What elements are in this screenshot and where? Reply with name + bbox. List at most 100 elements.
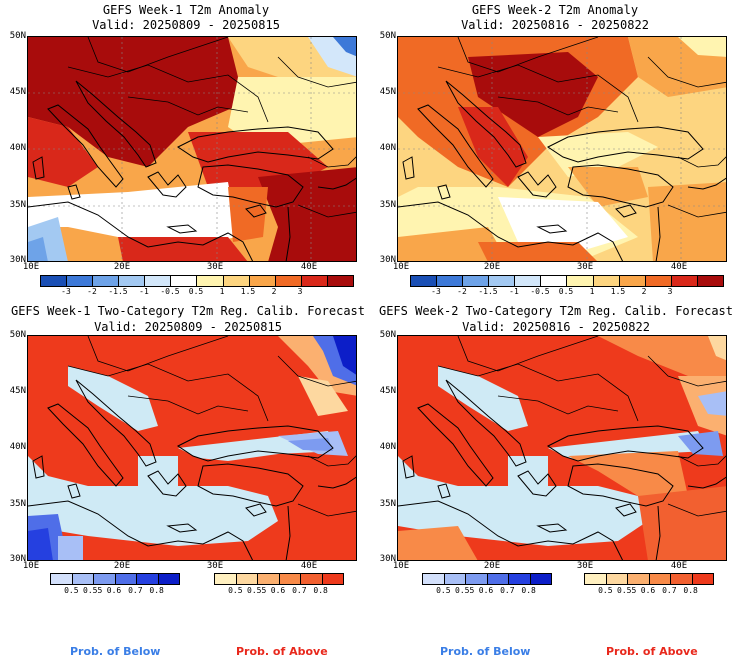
prob-below-colorbar — [422, 573, 552, 585]
lon-label: 30E — [206, 561, 224, 571]
colorbar-tick-label: 0.7 — [662, 586, 677, 595]
colorbar-swatch — [515, 276, 542, 286]
prob-below-colorbar-ticks: 0.5 0.55 0.6 0.7 0.8 — [422, 586, 550, 596]
anomaly-colorbar-ticks: -3 -2 -1.5 -1 -0.5 0.5 1 1.5 2 3 — [40, 287, 352, 297]
prob-above-colorbar-ticks: 0.5 0.55 0.6 0.7 0.8 — [214, 586, 342, 596]
colorbar-swatch — [509, 574, 531, 584]
anomaly-colorbar — [410, 275, 724, 287]
colorbar-swatch — [41, 276, 68, 286]
colorbar-swatch — [444, 574, 466, 584]
lat-label: 45N — [379, 386, 396, 396]
colorbar-tick-label: -3 — [61, 287, 71, 296]
probability-map — [397, 335, 727, 561]
colorbar-swatch — [115, 574, 137, 584]
colorbar-swatch — [197, 276, 224, 286]
probability-map — [27, 335, 357, 561]
colorbar-swatch — [51, 574, 73, 584]
anomaly-colorbar — [40, 275, 354, 287]
colorbar-swatch — [606, 574, 628, 584]
colorbar-tick-label: 0.8 — [149, 586, 164, 595]
colorbar-swatch — [72, 574, 94, 584]
panel-title: GEFS Week-1 T2m Anomaly — [102, 3, 270, 17]
colorbar-swatch — [223, 276, 250, 286]
colorbar-tick-label: 0.7 — [128, 586, 143, 595]
panel-valid-dates: Valid: 20250809 - 20250815 — [92, 18, 280, 32]
panel-valid-dates: Valid: 20250816 - 20250822 — [461, 18, 649, 32]
prob-above-colorbar — [214, 573, 344, 585]
colorbar-swatch — [423, 574, 445, 584]
panel-week2-probability: GEFS Week-2 Two-Category T2m Reg. Calib.… — [370, 300, 740, 595]
colorbar-tick-label: -1 — [139, 287, 149, 296]
lon-label: 20E — [113, 262, 131, 272]
lat-label: 50N — [9, 31, 26, 41]
colorbar-tick-label: 2 — [641, 287, 647, 296]
colorbar-tick-label: -1.5 — [478, 287, 498, 296]
colorbar-tick-label: -0.5 — [160, 287, 180, 296]
colorbar-tick-label: 0.5 — [228, 586, 243, 595]
colorbar-swatch — [567, 276, 594, 286]
colorbar-tick-label: 0.5 — [64, 586, 79, 595]
colorbar-tick-label: 0.8 — [313, 586, 328, 595]
anomaly-map — [397, 36, 727, 262]
colorbar-swatch — [301, 574, 323, 584]
colorbar-swatch — [530, 574, 551, 584]
prob-below-legend-label: Prob. of Below — [70, 645, 161, 658]
colorbar-tick-label: 1.5 — [610, 287, 626, 296]
lat-label: 30N — [379, 255, 396, 265]
colorbar-tick-label: 1 — [219, 287, 225, 296]
colorbar-swatch — [171, 276, 198, 286]
colorbar-tick-label: 3 — [297, 287, 303, 296]
colorbar-swatch — [279, 574, 301, 584]
colorbar-tick-label: 0.5 — [598, 586, 613, 595]
lat-label: 35N — [379, 200, 396, 210]
colorbar-tick-label: -1.5 — [108, 287, 128, 296]
colorbar-tick-label: 0.6 — [270, 586, 286, 595]
lat-label: 45N — [9, 87, 26, 97]
lat-label: 40N — [379, 442, 396, 452]
panel-week1-anomaly: GEFS Week-1 T2m Anomaly Valid: 20250809 … — [0, 0, 370, 296]
colorbar-swatch — [67, 276, 94, 286]
lat-label: 40N — [9, 143, 26, 153]
lon-label: 30E — [206, 262, 224, 272]
panel-week1-probability: GEFS Week-1 Two-Category T2m Reg. Calib.… — [0, 300, 370, 595]
lon-label: 40E — [670, 561, 688, 571]
lon-label: 40E — [670, 262, 688, 272]
colorbar-swatch — [645, 276, 672, 286]
panel-title: GEFS Week-1 Two-Category T2m Reg. Calib.… — [10, 304, 365, 318]
colorbar-swatch — [619, 276, 646, 286]
colorbar-tick-label: 0.6 — [106, 586, 122, 595]
prob-above-legend-label: Prob. of Above — [236, 645, 328, 658]
lon-label: 10E — [22, 561, 40, 571]
lat-label: 40N — [379, 143, 396, 153]
colorbar-swatch — [145, 276, 172, 286]
prob-below-legend-label: Prob. of Below — [440, 645, 531, 658]
lat-label: 30N — [379, 554, 396, 564]
prob-below-colorbar-ticks: 0.5 0.55 0.6 0.7 0.8 — [50, 586, 178, 596]
colorbar-swatch — [593, 276, 620, 286]
colorbar-swatch — [249, 276, 276, 286]
colorbar-tick-label: 0.7 — [292, 586, 307, 595]
colorbar-swatch — [463, 276, 490, 286]
panel-week2-anomaly: GEFS Week-2 T2m Anomaly Valid: 20250816 … — [370, 0, 740, 296]
colorbar-swatch — [275, 276, 302, 286]
colorbar-swatch — [487, 574, 509, 584]
colorbar-swatch — [158, 574, 179, 584]
colorbar-tick-label: -2 — [457, 287, 467, 296]
lon-label: 10E — [392, 561, 410, 571]
colorbar-tick-label: 1.5 — [240, 287, 256, 296]
colorbar-swatch — [692, 574, 713, 584]
lat-label: 40N — [9, 442, 26, 452]
lon-label: 40E — [300, 262, 318, 272]
colorbar-swatch — [411, 276, 438, 286]
colorbar-tick-label: -1 — [509, 287, 519, 296]
colorbar-tick-label: 0.55 — [247, 586, 267, 595]
colorbar-tick-label: 0.55 — [83, 586, 103, 595]
colorbar-swatch — [585, 574, 607, 584]
colorbar-tick-label: 2 — [271, 287, 277, 296]
lon-label: 20E — [113, 561, 131, 571]
panel-valid-dates: Valid: 20250816 - 20250822 — [462, 320, 650, 334]
colorbar-tick-label: -0.5 — [530, 287, 550, 296]
colorbar-swatch — [119, 276, 146, 286]
anomaly-map — [27, 36, 357, 262]
colorbar-swatch — [258, 574, 280, 584]
